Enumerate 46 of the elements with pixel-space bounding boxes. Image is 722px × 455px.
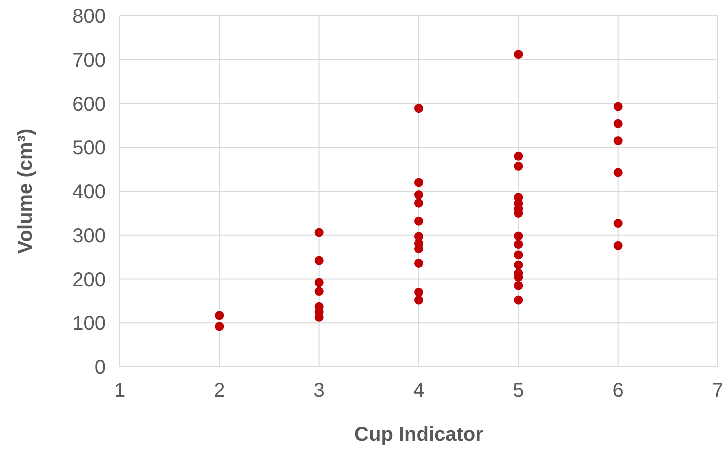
y-tick-label: 0 [94, 357, 106, 379]
point [614, 168, 623, 178]
point [414, 288, 424, 297]
y-tick-label: 100 [72, 313, 106, 336]
point [514, 281, 524, 290]
point [414, 296, 424, 305]
y-tick-label: 600 [72, 94, 106, 116]
x-tick-label: 5 [513, 380, 524, 402]
x-axis-title: Cup Indicator [354, 424, 484, 446]
y-tick-label: 700 [72, 50, 106, 72]
point [514, 50, 524, 60]
point [514, 260, 524, 270]
point [614, 219, 623, 228]
point [614, 119, 623, 128]
point [514, 162, 524, 171]
x-tick-label: 3 [314, 380, 325, 402]
y-axis-title: Volume (cm³) [15, 128, 37, 254]
point [314, 287, 324, 296]
point [414, 104, 424, 114]
x-tick-label: 1 [114, 380, 126, 402]
point [414, 190, 424, 200]
point [314, 228, 324, 238]
point [514, 296, 524, 305]
point [514, 232, 524, 241]
point [414, 198, 424, 208]
point [414, 258, 424, 268]
point [514, 240, 524, 250]
y-tick-label: 400 [72, 182, 106, 204]
point [314, 278, 324, 288]
x-tick-label: 6 [612, 380, 624, 402]
y-tick-label: 200 [72, 269, 106, 292]
x-tick-label: 2 [214, 380, 226, 402]
point [614, 241, 623, 250]
point [314, 256, 324, 266]
point [215, 322, 224, 332]
x-tick-label: 4 [413, 380, 425, 402]
point [514, 250, 524, 260]
y-tick-label: 300 [72, 225, 106, 248]
point [614, 136, 623, 146]
point [414, 216, 424, 226]
point [215, 311, 224, 320]
point [514, 152, 524, 161]
y-tick-label: 500 [72, 138, 106, 160]
point [614, 102, 623, 112]
point [414, 178, 424, 188]
y-tick-label: 800 [72, 6, 106, 28]
